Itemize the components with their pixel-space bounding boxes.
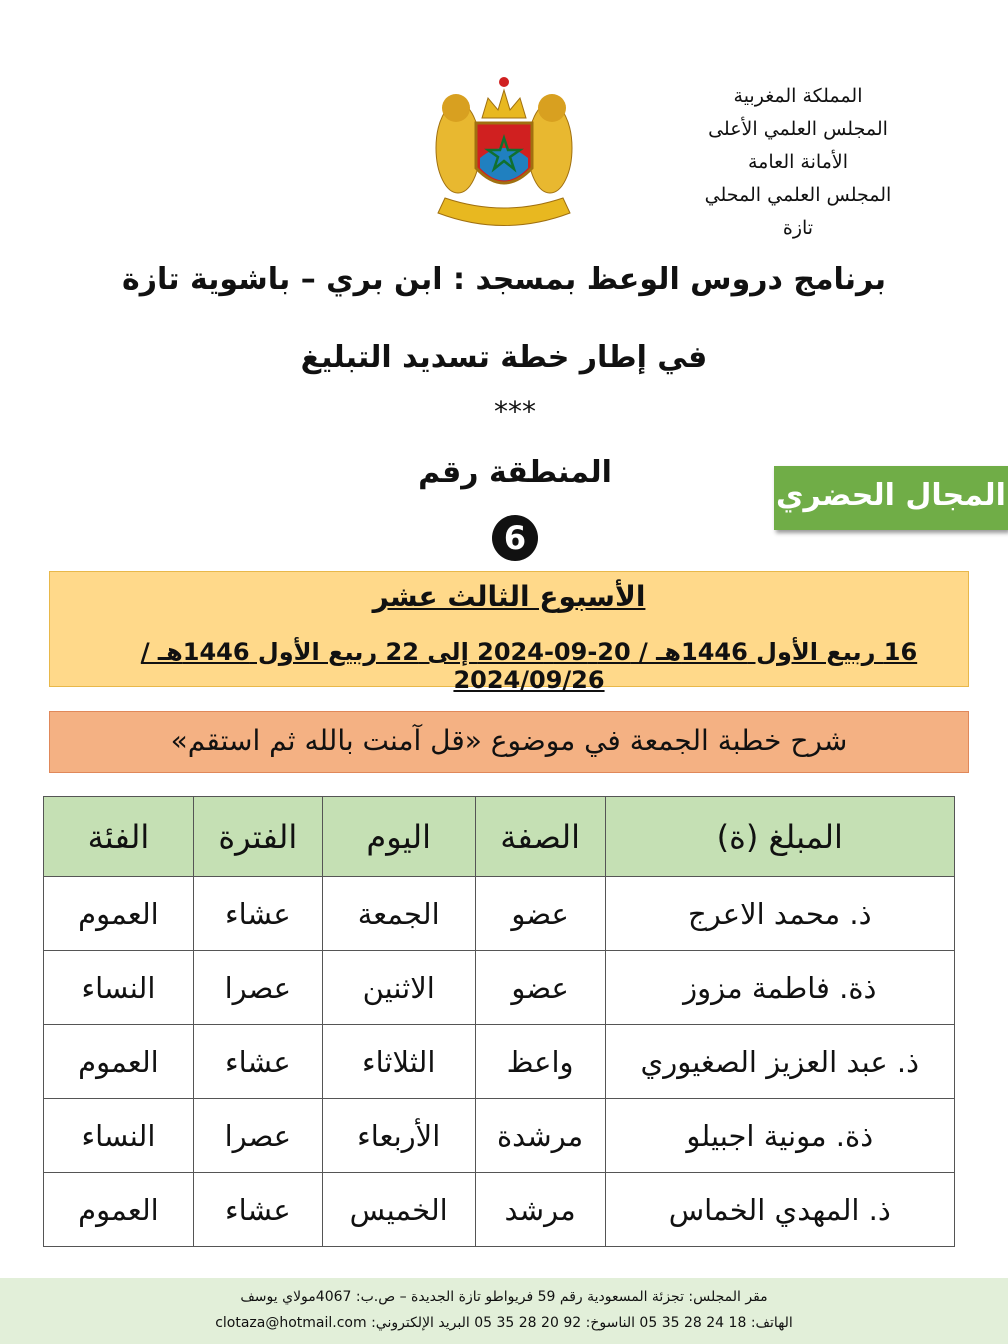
cell-period: عشاء bbox=[192, 1172, 323, 1247]
header-line: المجلس العلمي المحلي bbox=[704, 184, 892, 206]
cell-day: الاثنين bbox=[321, 950, 476, 1025]
domain-badge: المجال الحضري bbox=[774, 466, 1008, 530]
cell-period: عشاء bbox=[192, 1024, 323, 1099]
zone-number: 6 bbox=[492, 515, 538, 561]
header-line: المجلس العلمي الأعلى bbox=[708, 118, 888, 140]
footer-address: مقر المجلس: تجزئة المسعودية رقم 59 فريوا… bbox=[240, 1289, 768, 1305]
week-box: الأسبوع الثالث عشر 16 ربيع الأول 1446هـ … bbox=[49, 571, 969, 694]
cell-role: عضو bbox=[474, 950, 606, 1025]
zone-label: المنطقة رقم bbox=[418, 455, 612, 490]
cell-period: عصرا bbox=[192, 1098, 323, 1173]
cell-preacher: ذة. فاطمة مزوز bbox=[604, 950, 956, 1025]
table-row: ذ. المهدي الخماس مرشد الخميس عشاء العموم bbox=[43, 1172, 956, 1247]
col-header-preacher: المبلغ (ة) bbox=[604, 796, 956, 877]
table-row: ذ. محمد الاعرج عضو الجمعة عشاء العموم bbox=[43, 876, 956, 951]
table-header-row: المبلغ (ة) الصفة اليوم الفترة الفئة bbox=[43, 796, 956, 877]
cell-day: الخميس bbox=[321, 1172, 476, 1247]
cell-preacher: ذ. المهدي الخماس bbox=[604, 1172, 956, 1247]
cell-audience: العموم bbox=[43, 1024, 194, 1099]
cell-audience: النساء bbox=[43, 1098, 194, 1173]
royal-emblem bbox=[435, 77, 573, 226]
col-header-day: اليوم bbox=[321, 796, 476, 877]
table-row: ذ. عبد العزيز الصغيوري واعظ الثلاثاء عشا… bbox=[43, 1024, 956, 1099]
cell-audience: العموم bbox=[43, 1172, 194, 1247]
cell-audience: العموم bbox=[43, 876, 194, 951]
cell-preacher: ذ. محمد الاعرج bbox=[604, 876, 956, 951]
cell-role: مرشد bbox=[474, 1172, 606, 1247]
cell-period: عصرا bbox=[192, 950, 323, 1025]
cell-preacher: ذ. عبد العزيز الصغيوري bbox=[604, 1024, 956, 1099]
cell-day: الأربعاء bbox=[321, 1098, 476, 1173]
cell-role: عضو bbox=[474, 876, 606, 951]
separator: *** bbox=[494, 395, 536, 428]
lesson-topic: شرح خطبة الجمعة في موضوع «قل آمنت بالله … bbox=[49, 711, 969, 773]
cell-day: الثلاثاء bbox=[321, 1024, 476, 1099]
program-title: برنامج دروس الوعظ بمسجد : ابن بري – باشو… bbox=[122, 262, 886, 297]
col-header-period: الفترة bbox=[192, 796, 323, 877]
cell-preacher: ذة. مونية اجبيلو bbox=[604, 1098, 956, 1173]
header-line: المملكة المغربية bbox=[733, 85, 863, 107]
cell-period: عشاء bbox=[192, 876, 323, 951]
header-line: الأمانة العامة bbox=[748, 151, 848, 173]
cell-role: واعظ bbox=[474, 1024, 606, 1099]
cell-role: مرشدة bbox=[474, 1098, 606, 1173]
program-subtitle: في إطار خطة تسديد التبليغ bbox=[300, 340, 708, 375]
schedule-table: المبلغ (ة) الصفة اليوم الفترة الفئة ذ. م… bbox=[43, 796, 956, 1247]
header-line: تازة bbox=[782, 217, 814, 239]
cell-day: الجمعة bbox=[321, 876, 476, 951]
col-header-role: الصفة bbox=[474, 796, 606, 877]
cell-audience: النساء bbox=[43, 950, 194, 1025]
week-title: الأسبوع الثالث عشر bbox=[372, 580, 646, 613]
institution-header: المملكة المغربية المجلس العلمي الأعلى ال… bbox=[688, 80, 908, 245]
col-header-audience: الفئة bbox=[43, 796, 194, 877]
week-dates: 16 ربيع الأول 1446هـ / 20-09-2024 إلى 22… bbox=[140, 638, 918, 694]
footer-contact: مقر المجلس: تجزئة المسعودية رقم 59 فريوا… bbox=[0, 1278, 1008, 1344]
footer-phones-email: الهاتف: 18 24 28 35 05 الناسوخ: 92 20 28… bbox=[215, 1315, 793, 1331]
table-row: ذة. مونية اجبيلو مرشدة الأربعاء عصرا الن… bbox=[43, 1098, 956, 1173]
table-row: ذة. فاطمة مزوز عضو الاثنين عصرا النساء bbox=[43, 950, 956, 1025]
